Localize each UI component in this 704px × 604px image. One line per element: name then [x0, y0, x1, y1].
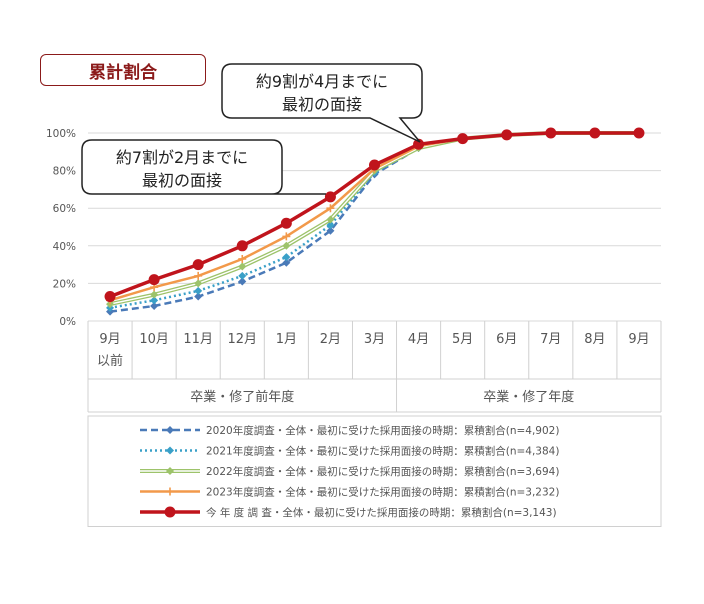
data-point [238, 277, 247, 286]
data-point [166, 487, 174, 496]
x-tick-label: 12月 [227, 332, 257, 347]
series-5 [104, 127, 645, 303]
callout-text: 最初の面接 [282, 95, 362, 114]
data-point [326, 226, 335, 235]
data-point [633, 127, 645, 139]
data-point [280, 217, 292, 229]
x-tick-label: 3月 [364, 332, 385, 347]
x-tick-label: 6月 [496, 332, 517, 347]
data-point [545, 127, 557, 139]
data-point [150, 301, 159, 310]
legend-item: 2022年度調査・全体・最初に受けた採用面接の時期：累積割合(n=3,694) [140, 465, 559, 478]
data-point [282, 253, 291, 262]
x-tick-label: 8月 [584, 332, 605, 347]
legend-item: 2021年度調査・全体・最初に受けた採用面接の時期：累積割合(n=4,384) [140, 445, 559, 458]
data-point [194, 271, 203, 280]
x-tick-label: 10月 [139, 332, 169, 347]
legend-label: 2020年度調査・全体・最初に受けた採用面接の時期：累積割合(n=4,902) [206, 424, 559, 437]
data-point [238, 254, 247, 263]
data-point [282, 232, 291, 241]
x-tick-label: 11月 [183, 332, 213, 347]
legend-item: 2020年度調査・全体・最初に受けた採用面接の時期：累積割合(n=4,902) [140, 424, 559, 437]
data-point [501, 129, 513, 141]
y-tick-label: 100% [46, 128, 76, 140]
x-tick-label: 以前 [97, 353, 123, 369]
y-tick-label: 80% [53, 166, 76, 178]
x-tick-label: 9月 [628, 332, 649, 347]
legend-label: 2021年度調査・全体・最初に受けた採用面接の時期：累積割合(n=4,384) [206, 445, 559, 458]
y-tick-label: 20% [53, 278, 76, 290]
x-tick-label: 5月 [452, 332, 473, 347]
x-tick-label: 1月 [276, 332, 297, 347]
callout-text: 最初の面接 [142, 171, 222, 190]
data-point [166, 426, 174, 434]
data-point [148, 274, 160, 286]
group-label: 卒業・修了年度 [483, 389, 574, 405]
data-point [194, 286, 203, 295]
data-point [236, 240, 248, 252]
data-point [104, 291, 116, 303]
data-point [369, 159, 380, 171]
data-point [238, 271, 247, 280]
legend-item: 今 年 度 調 査・全体・最初に受けた採用面接の時期：累積割合(n=3,143) [140, 506, 557, 519]
group-label: 卒業・修了前年度 [190, 389, 294, 405]
data-point [326, 204, 335, 213]
x-tick-label: 4月 [408, 332, 429, 347]
data-point [324, 191, 336, 203]
chart-title: 累計割合 [40, 54, 206, 86]
y-tick-label: 40% [53, 241, 76, 253]
legend-label: 2023年度調査・全体・最初に受けた採用面接の時期：累積割合(n=3,232) [206, 486, 559, 499]
data-point [194, 279, 203, 288]
legend-item: 2023年度調査・全体・最初に受けた採用面接の時期：累積割合(n=3,232) [140, 486, 559, 499]
data-point [326, 221, 335, 230]
data-point [150, 296, 159, 305]
y-tick-label: 60% [53, 203, 76, 215]
data-point [192, 259, 204, 271]
legend-label: 2022年度調査・全体・最初に受けた採用面接の時期：累積割合(n=3,694) [206, 465, 559, 478]
x-tick-label: 9月 [99, 332, 120, 347]
data-point [164, 506, 176, 518]
callout-text: 約7割が2月までに [116, 148, 248, 167]
data-point [194, 292, 203, 301]
callout-box [81, 139, 326, 195]
data-point [282, 241, 291, 250]
data-point [166, 446, 174, 455]
x-tick-label: 2月 [320, 332, 341, 347]
data-point [457, 133, 469, 145]
x-tick-label: 7月 [540, 332, 561, 347]
data-point [150, 290, 159, 299]
data-point [413, 138, 425, 150]
callout-text: 約9割が4月までに [256, 72, 388, 91]
data-point [238, 262, 247, 271]
y-tick-label: 0% [59, 316, 76, 328]
data-point [166, 467, 174, 475]
data-point [282, 258, 291, 267]
callout-box [221, 63, 423, 143]
data-point [589, 127, 601, 139]
data-point [326, 215, 335, 224]
legend-label: 今 年 度 調 査・全体・最初に受けた採用面接の時期：累積割合(n=3,143) [206, 506, 557, 519]
